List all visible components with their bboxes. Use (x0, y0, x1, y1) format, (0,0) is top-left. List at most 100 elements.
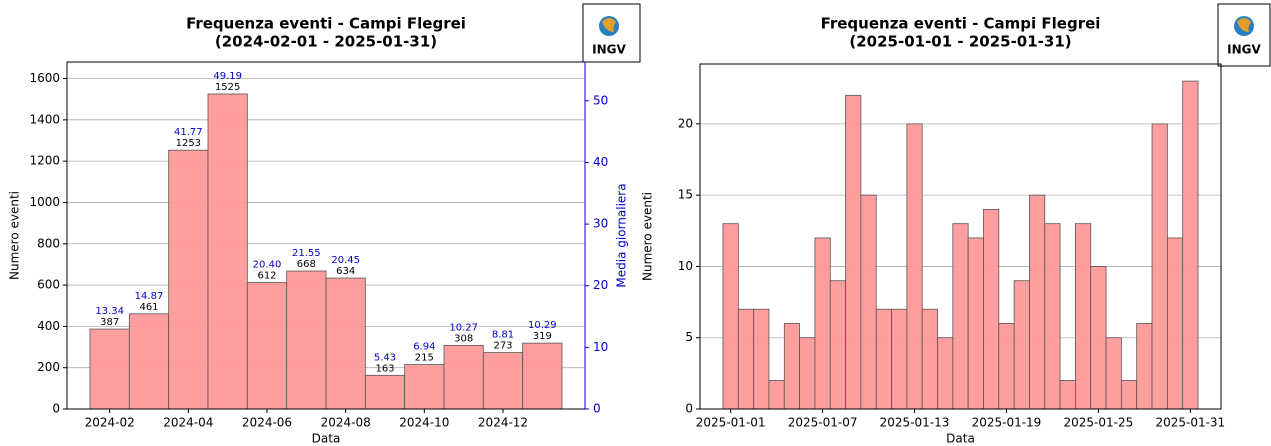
chart-title: Frequenza eventi - Campi Flegrei (821, 15, 1101, 33)
chart-title: (2024-02-01 - 2025-01-31) (215, 33, 437, 51)
daily-value-label: 21.55 (292, 248, 321, 259)
bar (967, 237, 984, 410)
daily-value-label: 41.77 (174, 127, 203, 138)
y-tick-label: 200 (37, 360, 60, 374)
daily-value-label: 20.40 (253, 260, 282, 271)
logo-text: INGV (1227, 43, 1261, 57)
y2-tick-label: 50 (593, 93, 608, 107)
bar (1059, 380, 1076, 410)
x-tick-label: 2025-01-01 (696, 416, 766, 430)
x-tick-label: 2024-02 (85, 416, 135, 430)
y-tick-label: 5 (685, 330, 693, 344)
y-tick-label: 0 (685, 402, 693, 416)
bar (891, 308, 908, 410)
value-label: 163 (375, 363, 394, 374)
y-tick-label: 1200 (29, 154, 60, 168)
x-tick-label: 2025-01-19 (972, 416, 1042, 430)
x-tick-label: 2024-08 (321, 416, 371, 430)
y-axis-label: Numero eventi (641, 192, 655, 281)
bar (1120, 380, 1138, 410)
daily-value-label: 6.94 (413, 342, 435, 353)
daily-value-label: 8.81 (492, 330, 514, 341)
bar (1013, 280, 1030, 410)
bar (1166, 237, 1184, 410)
bar (168, 149, 209, 410)
value-label: 387 (100, 317, 119, 328)
bar (1136, 323, 1153, 410)
bar (1182, 80, 1199, 410)
y2-tick-label: 20 (593, 278, 608, 292)
bar (325, 277, 366, 410)
bar (998, 323, 1015, 410)
daily-value-label: 20.45 (331, 255, 360, 266)
daily-value-label: 14.87 (135, 291, 164, 302)
value-label: 215 (415, 353, 434, 364)
value-label: 319 (533, 331, 552, 342)
y2-tick-label: 40 (593, 155, 608, 169)
bar (829, 280, 846, 410)
bar (952, 223, 969, 410)
x-tick-label: 2024-12 (478, 416, 528, 430)
bar (522, 342, 563, 410)
bar (768, 380, 785, 410)
value-label: 1253 (176, 138, 201, 149)
y-tick-label: 10 (678, 259, 693, 273)
logo-text: INGV (592, 43, 626, 57)
bar (1105, 337, 1122, 410)
bar (937, 337, 954, 410)
y-tick-label: 1400 (29, 112, 60, 126)
bar (906, 123, 923, 410)
bar (799, 337, 816, 410)
plot-frame (699, 63, 1222, 410)
x-tick-label: 2025-01-25 (1064, 416, 1134, 430)
value-label: 634 (336, 266, 355, 277)
value-label: 461 (139, 302, 158, 313)
bar (207, 93, 248, 410)
bar (845, 94, 862, 410)
chart-title: Frequenza eventi - Campi Flegrei (186, 15, 466, 33)
bar (1151, 123, 1168, 410)
daily-value-label: 5.43 (374, 352, 396, 363)
bar (1090, 266, 1107, 410)
y2-tick-label: 10 (593, 340, 608, 354)
x-tick-label: 2025-01-31 (1155, 416, 1225, 430)
y-axis-label: Numero eventi (8, 191, 22, 280)
x-tick-label: 2024-10 (399, 416, 449, 430)
x-tick-label: 2024-06 (242, 416, 292, 430)
y2-tick-label: 0 (593, 402, 601, 416)
y-tick-label: 800 (37, 236, 60, 250)
bar (1029, 194, 1046, 410)
bar (814, 237, 831, 410)
x-tick-label: 2024-04 (163, 416, 213, 430)
y-tick-label: 600 (37, 278, 60, 292)
value-label: 308 (454, 333, 473, 344)
y-tick-label: 20 (678, 116, 693, 130)
bar (921, 308, 938, 410)
logo-globe-land (602, 18, 616, 32)
bar (875, 308, 892, 410)
bar (286, 270, 327, 410)
bar (128, 313, 170, 410)
bar (89, 328, 130, 410)
bar (482, 352, 524, 410)
bar (983, 209, 1000, 410)
y2-axis-label: Media giornaliera (615, 183, 629, 287)
bar (1075, 223, 1092, 410)
daily-value-label: 10.27 (449, 322, 478, 333)
bar (443, 344, 484, 410)
y2-tick-label: 30 (593, 217, 608, 231)
y-tick-label: 1600 (29, 71, 60, 85)
y-tick-label: 0 (52, 402, 60, 416)
y-tick-label: 15 (678, 188, 693, 202)
x-axis-label: Data (946, 432, 975, 446)
y-tick-label: 1000 (29, 195, 60, 209)
bar (246, 282, 288, 410)
bar (1044, 223, 1061, 410)
value-label: 668 (297, 259, 316, 270)
bar (737, 308, 755, 410)
daily-value-label: 10.29 (528, 320, 557, 331)
bar (364, 374, 406, 410)
daily-value-label: 13.34 (95, 306, 124, 317)
